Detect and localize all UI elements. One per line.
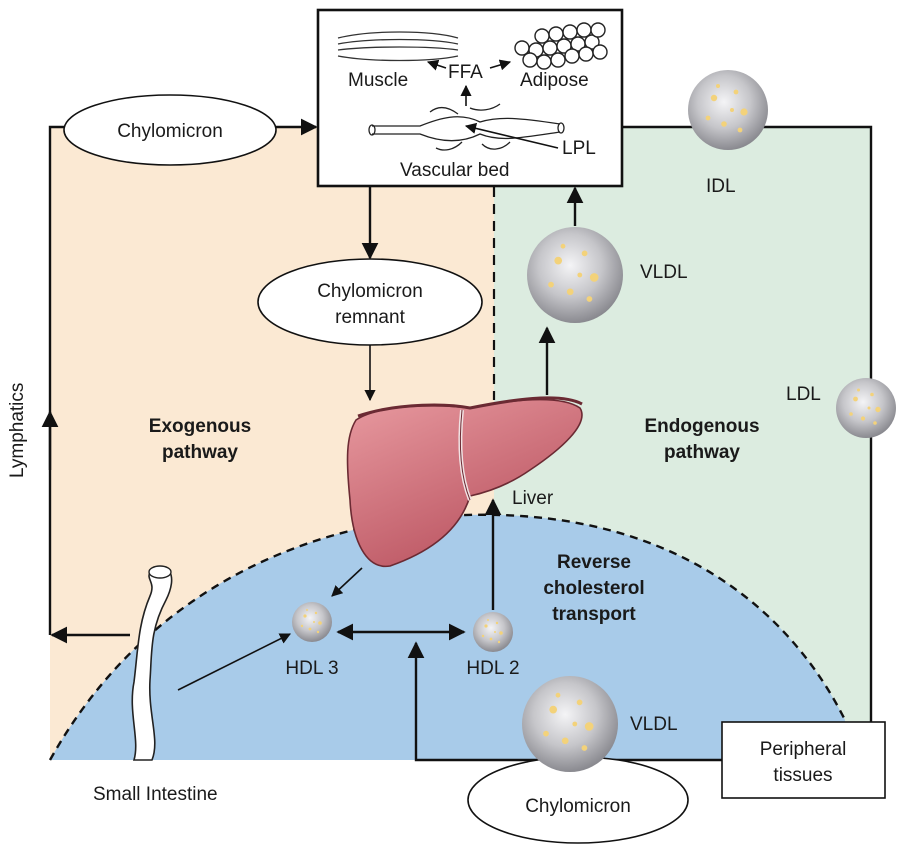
ffa-label: FFA [448, 62, 483, 83]
lpl-label: LPL [562, 138, 596, 159]
lymphatics-label: Lymphatics [7, 383, 28, 478]
adipose-label: Adipose [520, 70, 589, 91]
liver-to-hdl3-arrow [331, 567, 363, 597]
muscle-label: Muscle [348, 70, 408, 91]
endogenous-label-1: Endogenous [644, 416, 759, 437]
chylomicron-top-label: Chylomicron [117, 121, 223, 142]
vldl-bottom-particle [522, 676, 618, 772]
adipose-icon [514, 22, 608, 70]
endogenous-outer-line [597, 125, 880, 775]
reverse-label-3: transport [552, 604, 636, 625]
peripheral-tissues-box [721, 721, 886, 799]
chylomicron-remnant-label-2: remnant [335, 307, 405, 328]
vldl-top-particle [527, 227, 623, 323]
small-intestine-label: Small Intestine [93, 784, 218, 805]
endogenous-label-2: pathway [664, 442, 740, 463]
hdl2-particle [473, 612, 513, 652]
liver-icon [346, 396, 583, 568]
ffa-to-muscle-arrow [426, 59, 447, 71]
hdl3-particle [292, 602, 332, 642]
peripheral-label-1: Peripheral [760, 739, 847, 760]
ffa-to-adipose-arrow [489, 59, 512, 71]
small-intestine-icon [131, 565, 173, 761]
vascular-bed-label: Vascular bed [400, 160, 510, 181]
exogenous-label-1: Exogenous [149, 416, 251, 437]
ldl-label: LDL [786, 384, 821, 405]
hdl2-label: HDL 2 [466, 658, 519, 679]
chylomicron-bottom-label: Chylomicron [525, 796, 631, 817]
vldl-bottom-label: VLDL [630, 714, 678, 735]
lpl-pointer-line [464, 122, 559, 149]
chylomicron-remnant-label-1: Chylomicron [317, 281, 423, 302]
reverse-label-2: cholesterol [543, 578, 644, 599]
ldl-particle [836, 378, 896, 438]
reverse-label-1: Reverse [557, 552, 631, 573]
chylomicron-remnant-node [257, 258, 483, 346]
hdl3-label: HDL 3 [285, 658, 338, 679]
muscle-icon [337, 31, 459, 62]
vldl-top-label: VLDL [640, 262, 688, 283]
idl-label: IDL [706, 176, 736, 197]
vascular-bed-icon [368, 103, 565, 151]
liver-label: Liver [512, 488, 554, 509]
exogenous-label-2: pathway [162, 442, 238, 463]
intestine-to-hdl3-arrow [177, 633, 292, 691]
peripheral-label-2: tissues [773, 765, 832, 786]
chylomicron-top-node [63, 94, 277, 166]
idl-particle [688, 70, 768, 150]
